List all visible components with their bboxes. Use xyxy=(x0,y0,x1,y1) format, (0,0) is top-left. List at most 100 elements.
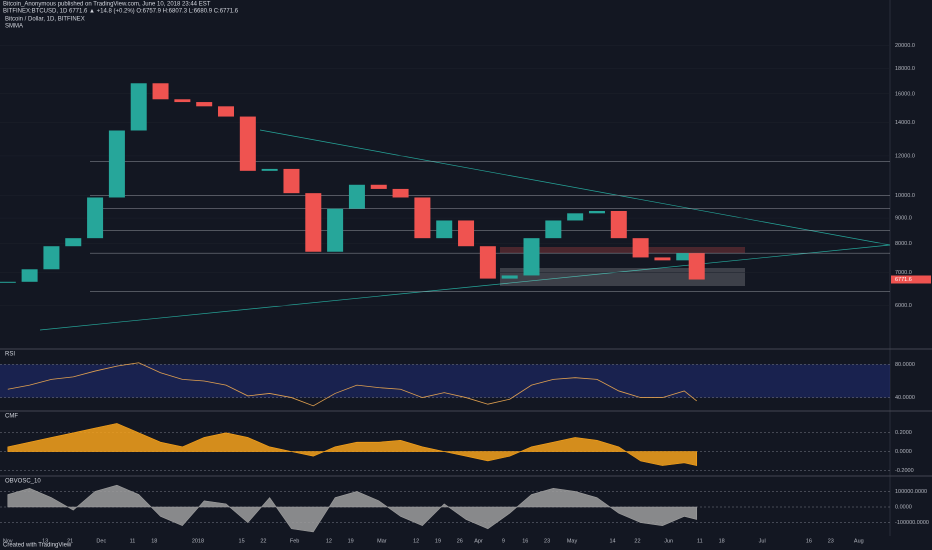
x-tick-label: Jul xyxy=(759,538,766,544)
candle xyxy=(261,168,278,171)
candle xyxy=(174,99,191,103)
x-tick-label: 12 xyxy=(326,538,332,544)
x-tick-label: Apr xyxy=(474,538,483,544)
x-tick-label: 19 xyxy=(435,538,441,544)
x-tick-label: 13 xyxy=(42,538,48,544)
y-tick-label: 7000.0 xyxy=(895,270,912,276)
panel-title: CMF xyxy=(5,414,18,420)
candle xyxy=(283,168,300,194)
x-tick-label: 11 xyxy=(697,538,703,544)
candle xyxy=(370,184,387,189)
indicator: SMMA xyxy=(5,24,23,30)
candle xyxy=(108,130,125,198)
x-tick-label: 12 xyxy=(413,538,419,544)
x-tick-label: 18 xyxy=(719,538,725,544)
x-tick-label: Feb xyxy=(290,538,299,544)
y-tick-label: 16000.0 xyxy=(895,91,915,97)
candle xyxy=(87,197,104,239)
y-tick-label: 80.0000 xyxy=(895,362,915,368)
line xyxy=(7,362,697,407)
panel-title: RSI xyxy=(5,352,15,358)
candle xyxy=(414,197,431,239)
trendline xyxy=(259,129,891,246)
candle xyxy=(392,188,409,198)
y-tick-label: 0.0000 xyxy=(895,504,912,510)
price-badge xyxy=(891,275,931,284)
candle xyxy=(21,269,38,282)
y-tick-label: -0.2000 xyxy=(895,468,914,474)
y-tick-label: 14000.0 xyxy=(895,120,915,126)
x-tick-label: 2018 xyxy=(192,538,204,544)
candle xyxy=(436,220,453,239)
candle xyxy=(610,210,627,239)
candle xyxy=(196,102,213,107)
candle xyxy=(654,257,671,261)
candle xyxy=(688,253,705,280)
x-tick-label: 22 xyxy=(634,538,640,544)
candle xyxy=(43,246,60,270)
x-tick-label: Mar xyxy=(377,538,387,544)
y-tick-label: 40.0000 xyxy=(895,395,915,401)
y-tick-label: 10000.0 xyxy=(895,193,915,199)
x-tick-label: 16 xyxy=(522,538,528,544)
y-tick-label: -100000.0000 xyxy=(895,520,929,526)
x-tick-label: Aug xyxy=(854,538,864,544)
header-line: Bitcoin_Anonymous published on TradingVi… xyxy=(3,2,211,8)
area xyxy=(7,484,698,533)
candle xyxy=(501,275,518,279)
y-tick-label: 18000.0 xyxy=(895,66,915,72)
symbol: Bitcoin / Dollar, 1D, BITFINEX xyxy=(5,17,85,23)
price-badge-label: 6771.6 xyxy=(895,277,912,283)
y-tick-label: 8000.0 xyxy=(895,241,912,247)
candle xyxy=(676,253,693,261)
candle xyxy=(305,193,322,252)
x-tick-label: 23 xyxy=(544,538,550,544)
y-tick-label: 0.2000 xyxy=(895,430,912,436)
candle xyxy=(479,246,496,279)
rsi-band xyxy=(0,364,890,398)
x-tick-label: 18 xyxy=(151,538,157,544)
candle xyxy=(588,210,605,214)
x-tick-label: 11 xyxy=(130,538,136,544)
y-tick-label: 100000.0000 xyxy=(895,489,927,495)
candle xyxy=(130,83,147,131)
candle xyxy=(65,238,82,247)
x-tick-label: 22 xyxy=(260,538,266,544)
area xyxy=(7,423,698,466)
x-tick-label: 23 xyxy=(828,538,834,544)
zone xyxy=(500,247,745,253)
x-tick-label: 15 xyxy=(239,538,245,544)
candle xyxy=(218,106,235,117)
x-tick-label: 26 xyxy=(457,538,463,544)
panel-title: OBVOSC_10 xyxy=(5,479,41,485)
y-tick-label: 12000.0 xyxy=(895,153,915,159)
y-tick-label: 9000.0 xyxy=(895,216,912,222)
candle xyxy=(0,281,16,283)
y-tick-label: 6000.0 xyxy=(895,303,912,309)
y-tick-label: 0.0000 xyxy=(895,449,912,455)
candle xyxy=(348,184,365,209)
candle xyxy=(327,208,344,252)
candle xyxy=(567,213,584,221)
x-tick-label: 16 xyxy=(806,538,812,544)
trendline xyxy=(39,244,891,331)
x-tick-label: 19 xyxy=(348,538,354,544)
candle xyxy=(458,220,475,247)
x-tick-label: 9 xyxy=(502,538,505,544)
candle xyxy=(152,83,169,100)
header-line: BITFINEX:BTCUSD, 1D 6771.6 ▲ +14.8 (+0.2… xyxy=(3,9,239,15)
candle xyxy=(545,220,562,239)
x-tick-label: Dec xyxy=(96,538,106,544)
x-tick-label: May xyxy=(567,538,578,544)
footer: Created with TradingView xyxy=(3,543,72,549)
candle xyxy=(523,238,540,276)
candle xyxy=(632,238,649,258)
y-tick-label: 20000.0 xyxy=(895,43,915,49)
x-tick-label: Jun xyxy=(664,538,673,544)
x-tick-label: 21 xyxy=(67,538,73,544)
candle xyxy=(239,116,256,171)
x-tick-label: 14 xyxy=(609,538,615,544)
x-tick-label: Nov xyxy=(3,538,13,544)
